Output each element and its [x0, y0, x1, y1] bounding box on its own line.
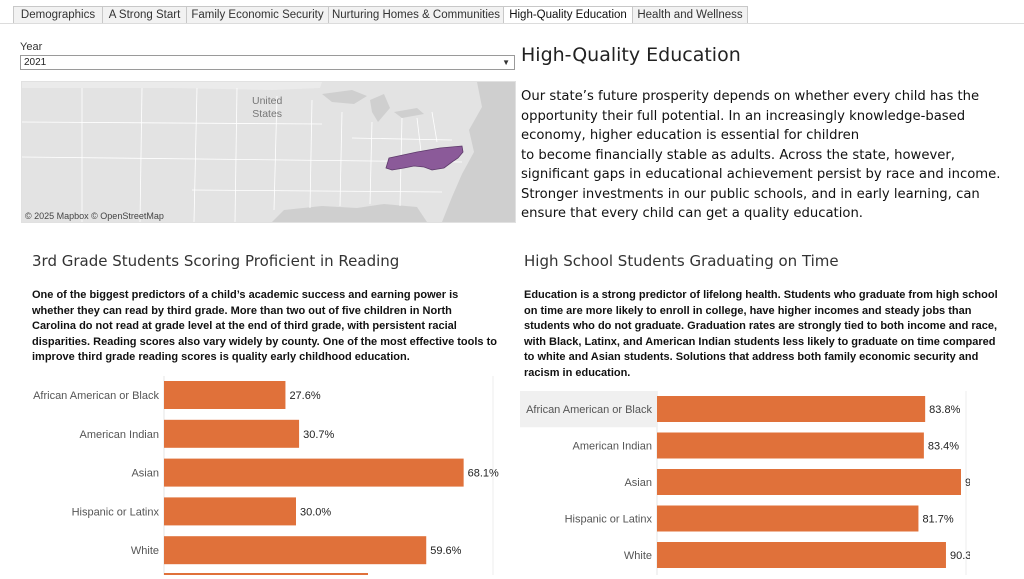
north-carolina-shape — [385, 145, 464, 171]
value-label-african-american-or-black: 27.6% — [289, 390, 320, 402]
reading-section-description: One of the biggest predictors of a child… — [32, 289, 497, 363]
highlight-row — [520, 390, 657, 428]
graduation-section-title: High School Students Graduating on Time — [524, 252, 839, 270]
value-label-african-american-or-black: 83.8% — [929, 404, 960, 416]
category-label-asian: Asian — [131, 468, 159, 480]
page-intro: Our state’s future prosperity depends on… — [521, 89, 1001, 221]
map-country-label: United States — [252, 95, 283, 120]
reading-bar-chart[interactable]: African American or Black 27.6% American I… — [20, 376, 512, 577]
graduation-chart-svg: African American or Black 83.8% American I… — [520, 390, 996, 575]
tab-high-quality-education[interactable]: High-Quality Education — [503, 6, 632, 24]
value-label-white: 90.3% — [950, 550, 970, 562]
bar-asian[interactable] — [164, 458, 464, 487]
tab-nurturing-homes-communities[interactable]: Nurturing Homes & Communities — [328, 6, 503, 24]
value-label-asian: 95.0% — [965, 477, 970, 489]
bar-african-american-or-black[interactable] — [164, 381, 286, 409]
category-label-african-american-or-black: African American or Black — [526, 404, 652, 416]
tab-divider — [0, 23, 1024, 24]
page-title: High-Quality Education — [521, 44, 741, 66]
bar-american-indian[interactable] — [657, 432, 924, 459]
state-map[interactable]: United States © 2025 Mapbox © OpenStreet… — [21, 81, 516, 223]
bar-american-indian[interactable] — [164, 419, 300, 448]
bar-african-american-or-black[interactable] — [657, 396, 926, 422]
year-dropdown-value: 2021 — [24, 57, 47, 68]
bar-white[interactable] — [657, 542, 946, 568]
map-canvas — [22, 82, 515, 222]
tab-health-and-wellness[interactable]: Health and Wellness — [632, 6, 748, 24]
value-label-american-indian: 30.7% — [303, 429, 334, 441]
map-attribution: © 2025 Mapbox © OpenStreetMap — [25, 211, 164, 221]
tab-demographics[interactable]: Demographics — [13, 6, 102, 24]
category-label-hispanic-or-latinx: Hispanic or Latinx — [72, 506, 160, 518]
reading-chart-svg: African American or Black 27.6% American I… — [33, 376, 499, 577]
year-dropdown[interactable]: 2021 ▼ — [20, 55, 515, 70]
value-label-white: 59.6% — [430, 545, 461, 557]
bar-white[interactable] — [164, 536, 427, 565]
category-label-white: White — [131, 545, 159, 557]
category-label-american-indian: American Indian — [573, 441, 653, 453]
graduation-section-description: Education is a strong predictor of lifel… — [524, 289, 998, 379]
category-label-african-american-or-black: African American or Black — [33, 390, 159, 402]
category-label-hispanic-or-latinx: Hispanic or Latinx — [565, 514, 653, 526]
value-label-asian: 68.1% — [468, 468, 499, 480]
bar-hispanic-or-latinx[interactable] — [657, 505, 919, 532]
dashboard-tab-bar: Demographics A Strong Start Family Econo… — [0, 0, 1024, 25]
value-label-hispanic-or-latinx: 81.7% — [922, 514, 953, 526]
category-label-asian: Asian — [624, 477, 652, 489]
category-label-american-indian: American Indian — [80, 429, 160, 441]
graduation-bar-chart[interactable]: African American or Black 83.8% American I… — [520, 390, 996, 575]
bar-hispanic-or-latinx[interactable] — [164, 497, 296, 526]
chevron-down-icon: ▼ — [502, 58, 510, 67]
reading-section-title: 3rd Grade Students Scoring Proficient in… — [32, 252, 400, 270]
tab-family-economic-security[interactable]: Family Economic Security — [186, 6, 328, 24]
category-label-white: White — [624, 550, 652, 562]
bar-asian[interactable] — [657, 469, 961, 495]
value-label-hispanic-or-latinx: 30.0% — [300, 506, 331, 518]
value-label-american-indian: 83.4% — [928, 441, 959, 453]
tab-a-strong-start[interactable]: A Strong Start — [102, 6, 186, 24]
year-filter-label: Year — [20, 41, 43, 53]
